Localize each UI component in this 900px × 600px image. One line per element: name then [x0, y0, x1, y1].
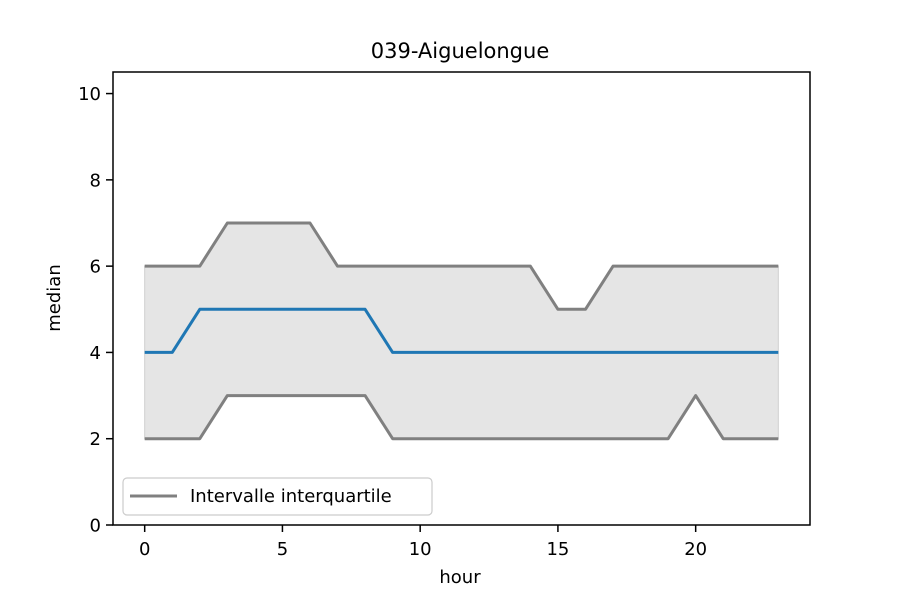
x-tick-label: 15 — [546, 539, 569, 560]
legend-box — [122, 477, 433, 516]
axes-frame — [112, 71, 811, 526]
y-axis-label: median — [44, 264, 65, 331]
x-tick-label: 0 — [139, 539, 150, 560]
series-line-q1 — [144, 394, 779, 441]
series-line-q3 — [144, 221, 779, 311]
x-tick-label: 5 — [277, 539, 288, 560]
legend-label: Intervalle interquartile — [190, 486, 392, 507]
x-axis-label: hour — [439, 567, 481, 588]
y-tick-label: 10 — [78, 84, 101, 105]
plot-area: 0 5 10 15 20 0 2 4 6 8 10 Intervalle interquartile — [78, 71, 811, 560]
y-tick-label: 2 — [90, 429, 101, 450]
series-line-median — [144, 307, 779, 354]
x-tick-label: 20 — [684, 539, 707, 560]
chart-title: 039-Aiguelongue — [371, 39, 550, 63]
y-tick-label: 4 — [90, 343, 101, 364]
y-tick-label: 6 — [90, 257, 101, 278]
y-tick-label: 8 — [90, 170, 101, 191]
x-tick-label: 10 — [409, 539, 432, 560]
y-tick-label: 0 — [90, 516, 101, 537]
